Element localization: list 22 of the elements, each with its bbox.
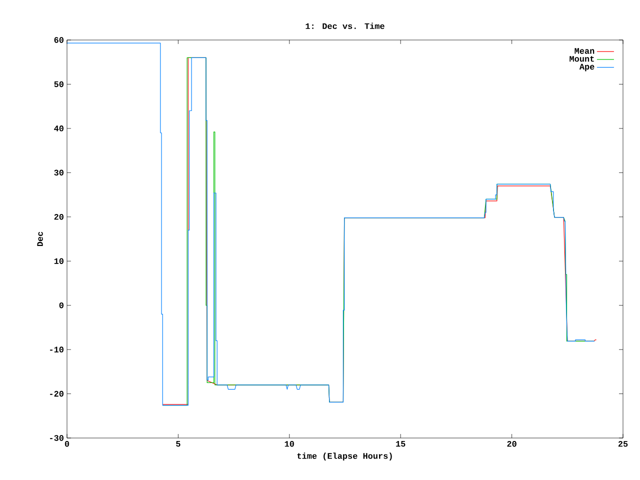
legend-label: Mount (570, 56, 594, 62)
y-tick-label: 30 (54, 170, 64, 176)
x-tick-label: 0 (64, 441, 70, 447)
y-tick-label: 20 (54, 214, 64, 220)
legend-label: Ape (579, 64, 594, 72)
y-tick-label: -20 (50, 390, 64, 397)
x-tick-label: 25 (618, 441, 628, 447)
x-tick-label: 15 (396, 441, 406, 447)
x-axis-title: time (Elapse Hours) (297, 452, 392, 460)
x-tick-label: 5 (176, 441, 180, 447)
y-tick-label: 10 (54, 258, 64, 264)
y-tick-label: 0 (59, 302, 64, 308)
y-axis-title: Dec (37, 232, 43, 246)
y-tick-label: -30 (50, 435, 64, 441)
y-tick-label: 50 (54, 81, 64, 88)
y-tick-label: 40 (54, 126, 64, 132)
x-tick-label: 10 (284, 441, 294, 447)
legend-label: Mean (574, 48, 594, 54)
y-tick-label: 60 (54, 37, 64, 43)
y-tick-label: -10 (50, 346, 64, 352)
x-tick-label: 20 (507, 441, 516, 447)
chart-title: 1: Dec vs. Time (306, 22, 384, 29)
